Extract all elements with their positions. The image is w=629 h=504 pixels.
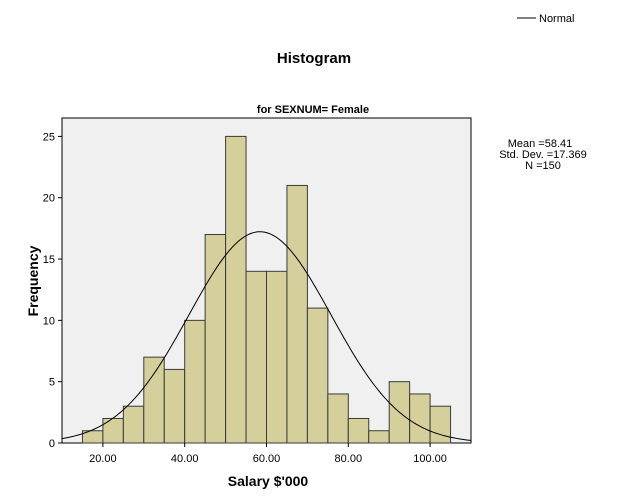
histogram-bar — [409, 393, 431, 444]
x-axis-label: Salary $'000 — [228, 473, 309, 489]
y-axis-label: Frequency — [25, 245, 41, 316]
histogram-bar — [225, 135, 247, 444]
y-tick-label: 15 — [43, 254, 55, 266]
histogram-bar — [102, 417, 124, 444]
histogram-bar — [347, 417, 370, 444]
histogram-bar — [204, 234, 227, 444]
x-tick-label: 40.00 — [171, 453, 199, 465]
histogram-bar — [184, 319, 206, 444]
histogram-bar — [327, 393, 349, 444]
histogram-bar — [286, 184, 308, 444]
x-tick-label: 20.00 — [89, 453, 117, 465]
legend-label-normal: Normal — [539, 13, 574, 25]
histogram-bar — [245, 270, 268, 444]
chart-title: Histogram — [277, 50, 351, 67]
y-tick-label: 25 — [43, 131, 55, 143]
histogram-bar — [266, 270, 288, 444]
stats-mean: Mean =58.41 — [508, 138, 573, 150]
y-axis: 0 5 10 15 20 25 — [43, 131, 62, 450]
histogram-bar — [306, 307, 329, 444]
stats-std-dev: Std. Dev. =17.369 — [499, 149, 587, 161]
x-axis: 20.00 40.00 60.00 80.00 100.00 — [89, 443, 447, 465]
histogram-bar — [368, 430, 390, 444]
histogram-bar — [143, 356, 165, 444]
x-tick-label: 60.00 — [253, 453, 281, 465]
y-tick-label: 5 — [49, 377, 55, 389]
y-tick-label: 10 — [43, 315, 55, 327]
chart-subtitle: for SEXNUM= Female — [257, 104, 369, 116]
x-tick-label: 100.00 — [413, 453, 447, 465]
histogram-bar — [163, 368, 186, 444]
histogram-bar — [122, 405, 145, 444]
histogram-bar — [429, 405, 452, 444]
y-tick-label: 0 — [49, 438, 55, 450]
normal-curve — [61, 231, 472, 441]
stats-n: N =150 — [525, 160, 561, 172]
y-tick-label: 20 — [43, 193, 55, 205]
x-tick-label: 80.00 — [335, 453, 363, 465]
